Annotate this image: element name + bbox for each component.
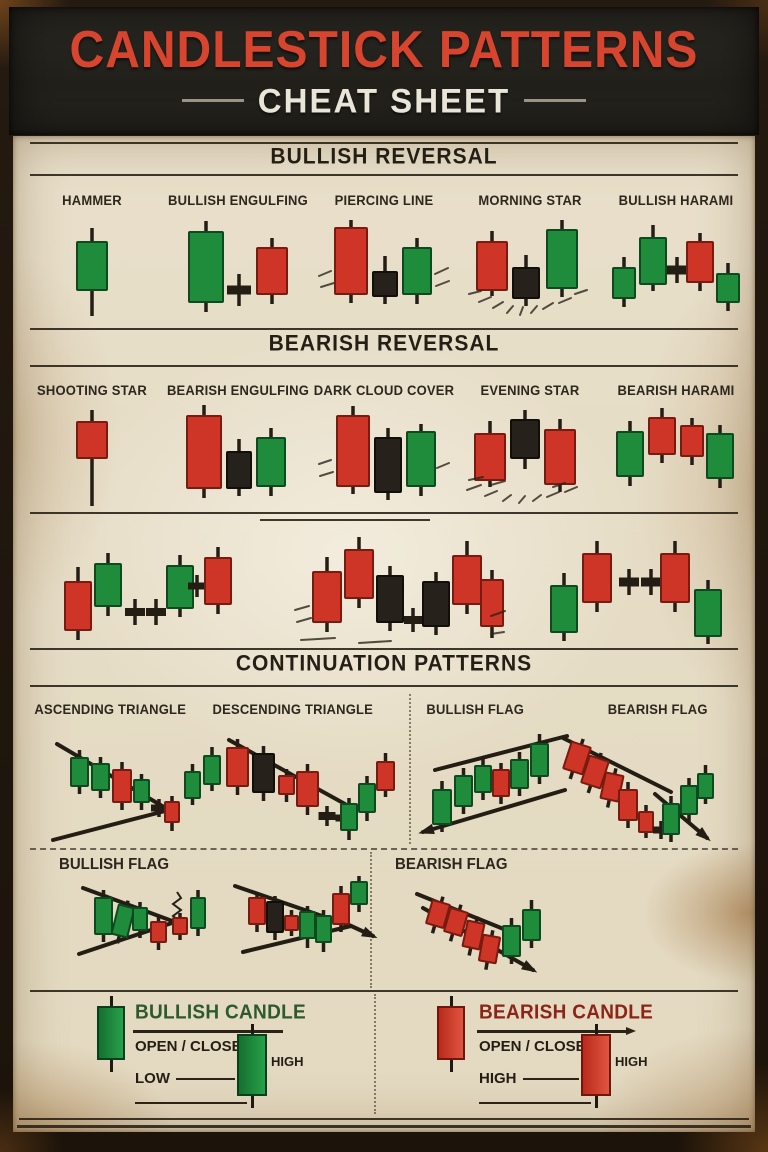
- divider: [30, 174, 738, 176]
- low-label: LOW: [135, 1070, 170, 1087]
- pattern-label-ascending-triangle: ASCENDING TRIANGLE: [34, 701, 187, 718]
- pattern-label-piercing-line: PIERCING LINE: [334, 192, 434, 209]
- high-row-label: HIGH: [479, 1070, 517, 1087]
- legend-bullish-open-close-row: OPEN / CLOSE: [135, 1038, 262, 1055]
- bullish-reversal-diagrams: [19, 220, 749, 320]
- bullish-flag-diagram-2: [77, 876, 378, 956]
- pattern-label-descending-triangle: DESCENDING TRIANGLE: [212, 701, 374, 718]
- divider: [30, 142, 738, 144]
- legend-bearish-underline: [477, 1027, 636, 1035]
- open-close-label: OPEN / CLOSE: [135, 1038, 242, 1055]
- bearish-flag-diagram-2: [415, 892, 541, 973]
- evening-star-pattern-diagram: [466, 410, 578, 504]
- bearish-reversal-labels: SHOOTING STAR BEARISH ENGULFING DARK CLO…: [19, 382, 749, 399]
- dashed-divider: [30, 848, 738, 850]
- legend-bearish-high-row: HIGH: [479, 1070, 579, 1087]
- pattern-label-bearish-flag-2: BEARISH FLAG: [395, 855, 508, 874]
- legend-bullish-title: BULLISH CANDLE: [135, 1001, 306, 1024]
- legend-bullish-underline: [133, 1030, 283, 1033]
- divider: [30, 365, 738, 367]
- section-title-bearish-reversal: BEARISH REVERSAL: [268, 331, 500, 356]
- ascending-triangle-diagram: [51, 742, 221, 842]
- dotted-divider-vertical: [374, 994, 376, 1114]
- shooting-star-pattern-diagram: [76, 410, 108, 506]
- legend-bullish-low-row: LOW: [135, 1070, 235, 1087]
- poster-subtitle: CHEAT SHEET: [257, 80, 511, 120]
- bullish-engulfing-pattern-diagram: [188, 221, 288, 312]
- morning-star-pattern-diagram: [468, 220, 588, 316]
- divider: [30, 512, 738, 514]
- legend-bearish-baseline: [479, 1102, 591, 1104]
- bullish-reversal-labels: HAMMER BULLISH ENGULFING PIERCING LINE M…: [19, 192, 749, 209]
- bottom-frame-line-thick: [17, 1125, 751, 1128]
- subtitle-dash-right: [524, 99, 587, 102]
- dotted-divider-vertical: [409, 694, 411, 844]
- legend-bullish-baseline: [135, 1102, 247, 1104]
- piercing-line-pattern-diagram: [318, 220, 450, 304]
- bullish-sample-candle: [237, 1024, 267, 1108]
- pattern-label-bullish-engulfing: BULLISH ENGULFING: [168, 192, 308, 209]
- bearish-harami-pattern-diagram: [616, 408, 734, 488]
- legend-bearish-open-close-row: OPEN / CLOSE: [479, 1038, 606, 1055]
- dotted-divider-vertical: [370, 852, 372, 988]
- poster-subtitle-row: CHEAT SHEET: [181, 80, 587, 120]
- descending-triangle-diagram: [226, 738, 395, 840]
- legend-bearish-title: BEARISH CANDLE: [479, 1001, 654, 1024]
- bearish-sample-candle: [581, 1024, 611, 1108]
- divider: [30, 990, 738, 992]
- bearish-flag-diagram-1: [561, 736, 714, 842]
- bullish-harami-pattern-diagram: [612, 225, 740, 311]
- sheet: BULLISH REVERSAL HAMMER BULLISH ENGULFIN…: [13, 136, 755, 1132]
- bullish-flag-diagram-1: [418, 734, 569, 834]
- divider: [30, 328, 738, 330]
- pattern-label-bearish-harami: BEARISH HARAMI: [617, 382, 735, 399]
- divider: [30, 685, 738, 687]
- bearish-candle-icon: [437, 996, 465, 1072]
- bearish-reversal-diagrams: [19, 405, 749, 508]
- bearish-engulfing-pattern-diagram: [186, 405, 286, 498]
- high-label: HIGH: [271, 1054, 304, 1069]
- pattern-label-evening-star: EVENING STAR: [480, 382, 580, 399]
- pattern-label-hammer: HAMMER: [62, 192, 122, 209]
- bottom-frame-line: [19, 1118, 749, 1120]
- pattern-label-bullish-flag-2: BULLISH FLAG: [59, 855, 169, 874]
- hammer-pattern-diagram: [76, 228, 108, 316]
- divider-short: [260, 519, 430, 521]
- pattern-label-bullish-flag-1: BULLISH FLAG: [426, 701, 525, 718]
- pattern-label-bearish-engulfing: BEARISH ENGULFING: [166, 382, 310, 399]
- pattern-label-bullish-harami: BULLISH HARAMI: [618, 192, 734, 209]
- dark-cloud-cover-pattern-diagram: [318, 406, 450, 500]
- legend-bullish-candle: BULLISH CANDLE OPEN / CLOSE LOW HIGH: [65, 994, 385, 1114]
- open-close-label: OPEN / CLOSE: [479, 1038, 586, 1055]
- pattern-label-dark-cloud-cover: DARK CLOUD COVER: [313, 382, 455, 399]
- poster-title: CANDLESTICK PATTERNS: [69, 21, 699, 79]
- pattern-label-morning-star: MORNING STAR: [478, 192, 582, 209]
- section-title-bullish-reversal: BULLISH REVERSAL: [270, 144, 498, 169]
- candle-group-a-diagram: [64, 547, 232, 640]
- high-label: HIGH: [615, 1054, 648, 1069]
- candle-group-b-diagram: [294, 537, 506, 644]
- poster-header: CANDLESTICK PATTERNS CHEAT SHEET: [9, 7, 759, 135]
- pattern-label-shooting-star: SHOOTING STAR: [37, 382, 147, 399]
- pattern-label-bearish-flag-1: BEARISH FLAG: [607, 701, 708, 718]
- section-title-continuation: CONTINUATION PATTERNS: [235, 651, 533, 676]
- legend-bearish-candle: BEARISH CANDLE OPEN / CLOSE HIGH HIGH: [409, 994, 729, 1114]
- subtitle-dash-left: [181, 99, 244, 102]
- candle-group-c-diagram: [550, 541, 722, 644]
- continuation-row1-labels: ASCENDING TRIANGLE DESCENDING TRIANGLE B…: [19, 701, 749, 718]
- bullish-candle-icon: [97, 996, 125, 1072]
- divider: [30, 648, 738, 650]
